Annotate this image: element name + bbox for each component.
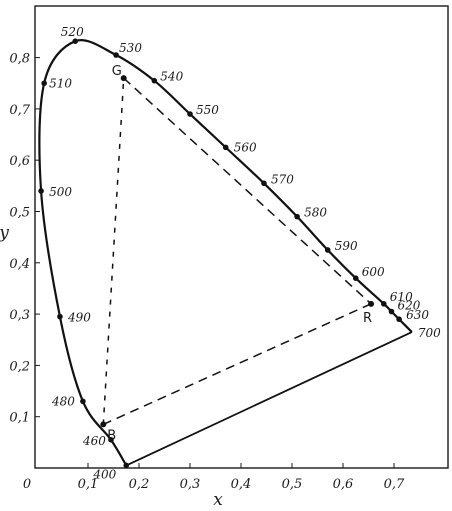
x-tick-label: 0,2 [129, 477, 150, 492]
locus-point [396, 316, 402, 323]
y-tick-label: 0,8 [9, 52, 30, 67]
locus-point [222, 144, 229, 151]
primary-label-g: G [112, 64, 122, 79]
labels: 0 0,1 0,2 0,3 0,4 0,5 0,6 0,7 0,1 0,2 0,3 0,4 0,5 0,6… [0, 25, 441, 510]
triangle-edge-gr [123, 77, 372, 305]
locus-point [41, 80, 47, 87]
x-tick-label: 0,1 [78, 477, 99, 492]
locus-point [108, 436, 114, 443]
wavelength-label: 610 [390, 290, 413, 304]
y-tick-label: 0,2 [9, 359, 30, 374]
primary-point-b [100, 421, 107, 428]
wavelength-label: 600 [362, 265, 385, 279]
y-tick-label: 0,4 [9, 257, 30, 272]
y-tick-label: 0,1 [9, 411, 30, 426]
primary-point-r [368, 300, 375, 307]
primary-label-b: B [107, 428, 116, 443]
wavelength-label: 560 [234, 140, 257, 154]
wavelength-label: 480 [51, 394, 75, 408]
wavelength-label: 590 [335, 239, 358, 253]
locus-point [38, 188, 44, 194]
locus-point [388, 308, 395, 315]
locus-point [187, 111, 193, 117]
wavelength-label: 620 [397, 299, 420, 313]
wavelength-label: 400 [92, 467, 116, 481]
y-tick-label: 0,3 [9, 308, 30, 323]
primary-point-g [120, 75, 127, 82]
locus-point [151, 77, 158, 84]
x-tick-label: 0,4 [231, 477, 252, 492]
x-axis-title: x [213, 490, 223, 510]
plot-frame [34, 5, 449, 469]
locus-point [261, 180, 267, 187]
primary-label-r: R [363, 311, 372, 326]
locus-points [38, 38, 402, 469]
locus-point [57, 313, 63, 320]
wavelength-label: 630 [406, 308, 429, 322]
triangle-edge-rb [102, 303, 372, 426]
x-tick-label: 0,6 [333, 477, 354, 492]
locus-point [80, 398, 86, 405]
y-tick-label: 0,5 [9, 206, 30, 221]
y-tick-label: 0,6 [9, 154, 30, 169]
locus-point [123, 462, 130, 469]
wavelength-label: 700 [418, 326, 441, 340]
x-tick-label: 0,7 [384, 477, 405, 492]
color-gamut-triangle [102, 77, 372, 426]
y-tick-label: 0,7 [9, 103, 30, 118]
wavelength-label: 540 [160, 70, 183, 84]
y-axis-title: y [0, 223, 9, 243]
locus-point [113, 52, 119, 58]
x-tick-label: 0 [23, 477, 31, 492]
wavelength-label: 550 [196, 103, 219, 117]
wavelength-label: 570 [271, 172, 294, 186]
x-tick-label: 0,3 [180, 477, 201, 492]
wavelength-label: 580 [304, 206, 327, 220]
locus-point [72, 38, 79, 44]
x-tick-label: 0,5 [282, 477, 303, 492]
locus-point [294, 213, 300, 220]
locus-point [352, 275, 359, 281]
locus-point [381, 301, 387, 307]
wavelength-label: 490 [67, 311, 91, 325]
locus-point [324, 247, 331, 253]
wavelength-label: 460 [82, 434, 106, 448]
wavelength-label: 510 [49, 76, 72, 90]
wavelength-label: 500 [49, 185, 72, 199]
wavelength-label: 530 [119, 41, 142, 55]
purple-line [125, 331, 413, 467]
wavelength-label: 520 [61, 25, 84, 39]
plot-border [34, 5, 449, 469]
triangle-edge-bg [102, 78, 125, 425]
